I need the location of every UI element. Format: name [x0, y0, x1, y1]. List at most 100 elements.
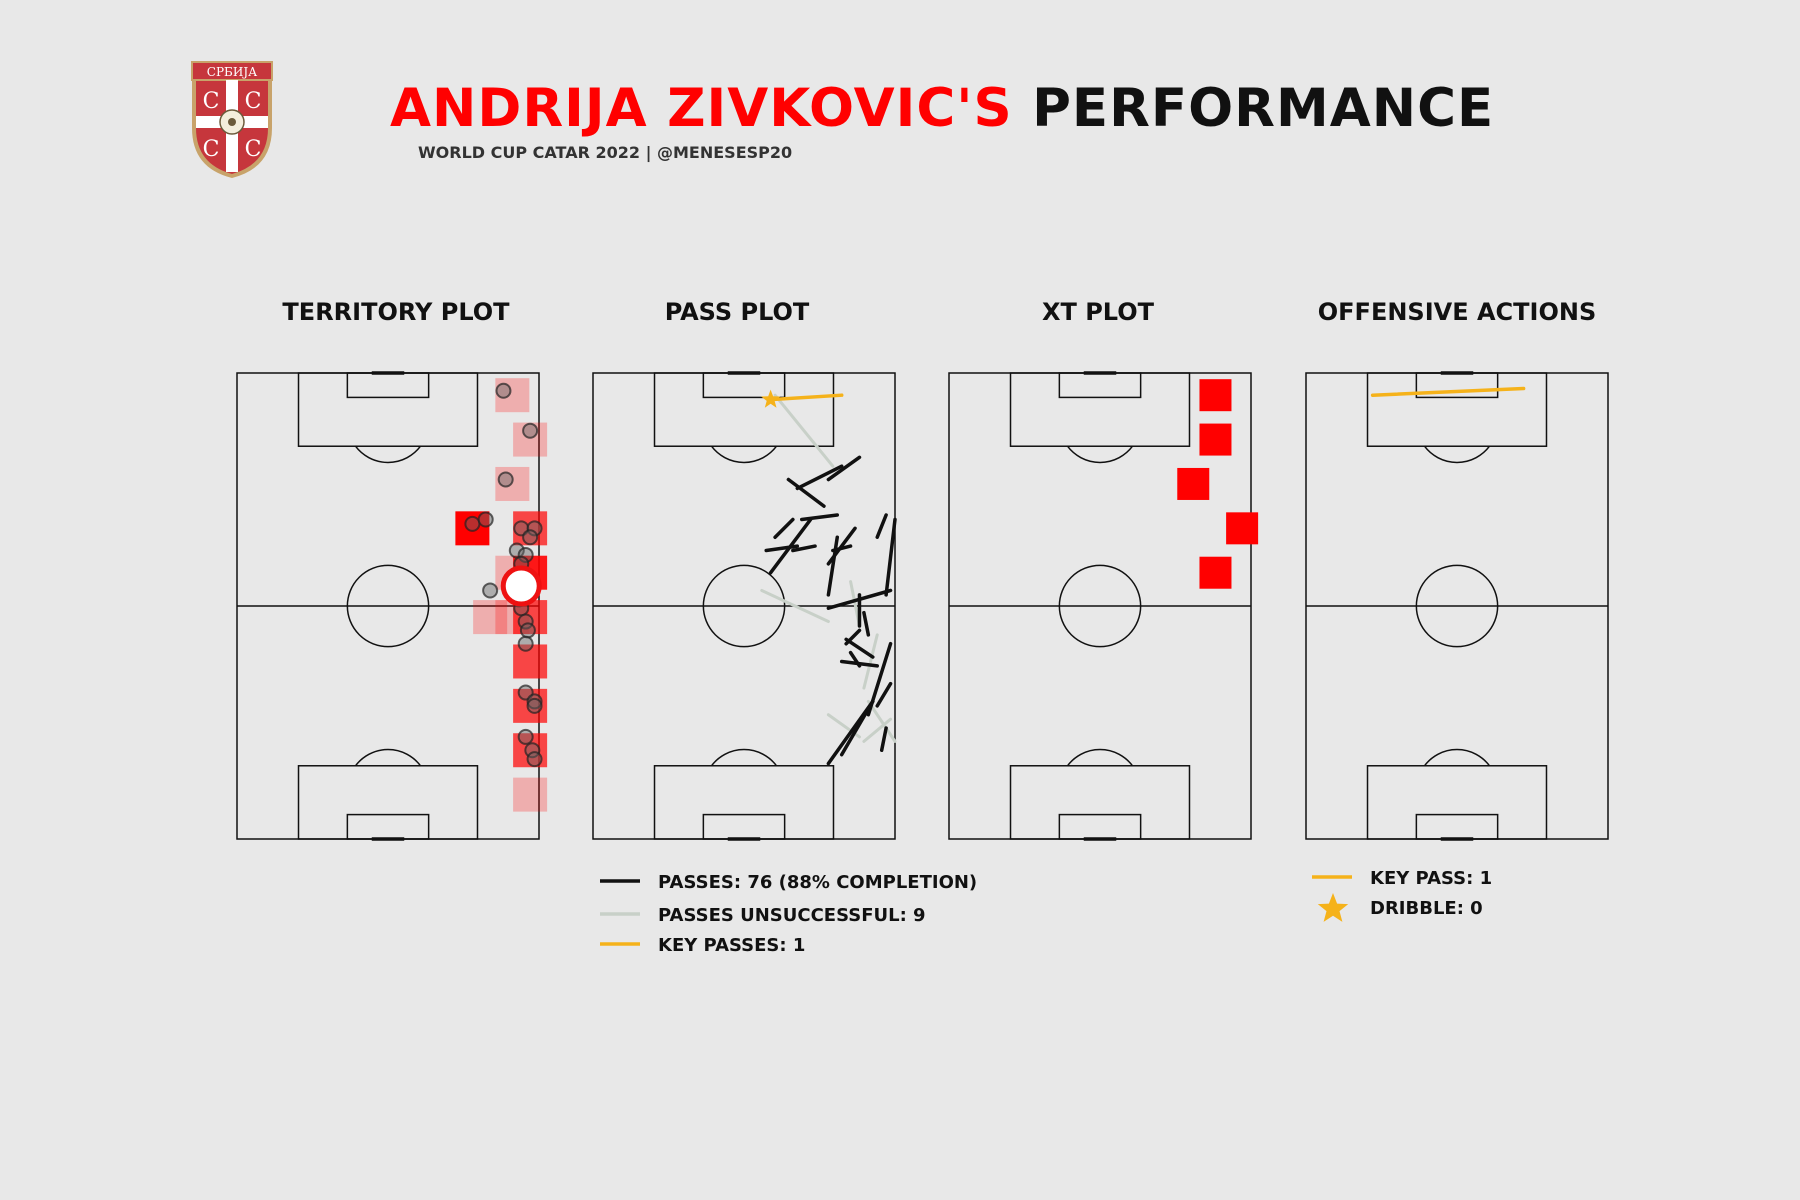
center-circle [702, 564, 786, 648]
completed-pass [773, 517, 795, 539]
penalty-box [1009, 372, 1191, 447]
svg-text:C: C [245, 137, 262, 162]
crest-lettering: СРБИЈА [207, 65, 257, 79]
completed-pass [862, 610, 871, 637]
six-yard-box [346, 372, 430, 399]
completed-pass [826, 535, 840, 597]
legend-key-pass: KEY PASS: 1 [1370, 868, 1492, 889]
page-title: ANDRIJA ZIVKOVIC'S PERFORMANCE [390, 82, 1494, 135]
key-pass-star-icon [761, 389, 781, 408]
penalty-arc [1066, 445, 1134, 464]
penalty-arc [1066, 748, 1134, 767]
xt-cell [1199, 379, 1232, 412]
completed-pass [795, 464, 844, 491]
legend-dribble: DRIBBLE: 0 [1370, 898, 1483, 919]
unsuccessful-pass [862, 633, 879, 690]
completed-pass [826, 455, 862, 482]
touch-point [526, 751, 543, 768]
svg-text:C: C [203, 137, 220, 162]
touch-point [522, 529, 539, 546]
touch-point [477, 511, 494, 528]
xt-cell [1226, 512, 1259, 545]
penalty-box [297, 765, 479, 840]
touch-point [517, 728, 534, 745]
touch-point [526, 693, 543, 710]
svg-text:C: C [203, 89, 220, 114]
six-yard-box [1415, 813, 1499, 840]
penalty-box [653, 765, 835, 840]
pass-plot-title: PASS PLOT [665, 298, 810, 326]
territory-pitch [236, 371, 548, 841]
offensive-pitch [1305, 371, 1609, 841]
xt-pitch [948, 371, 1259, 841]
unsuccessful-pass [866, 699, 897, 743]
territory-plot-title: TERRITORY PLOT [282, 298, 510, 326]
player-name: ANDRIJA ZIVKOVIC'S [390, 78, 1013, 139]
offensive-actions-title: OFFENSIVE ACTIONS [1318, 298, 1596, 326]
penalty-box [1366, 765, 1548, 840]
penalty-box [1009, 765, 1191, 840]
penalty-box [297, 372, 479, 447]
xt-cell [1199, 556, 1232, 589]
xt-plot-title: XT PLOT [1042, 298, 1155, 326]
xt-cell [1177, 467, 1210, 500]
penalty-arc [710, 748, 778, 767]
legend-key-passes: KEY PASSES: 1 [658, 935, 805, 956]
average-position-marker [500, 565, 542, 607]
completed-pass [884, 517, 897, 597]
touch-point [517, 546, 534, 563]
penalty-arc [354, 748, 422, 767]
completed-pass [839, 659, 879, 668]
offensive-legend: KEY PASS: 1 DRIBBLE: 0 [1312, 868, 1492, 922]
completed-pass [875, 681, 893, 708]
xt-cell [1199, 423, 1232, 456]
completed-pass [875, 513, 888, 539]
penalty-box [1366, 372, 1548, 447]
title-suffix: PERFORMANCE [1032, 78, 1495, 139]
six-yard-box [1058, 372, 1142, 399]
serbia-crest: СРБИЈА C C C C [191, 61, 273, 178]
touch-point [526, 697, 543, 714]
touch-point [464, 515, 481, 532]
heat-cell [513, 422, 548, 457]
completed-pass [786, 477, 826, 508]
center-circle [1415, 564, 1499, 648]
legend-dribble-star-icon [1317, 893, 1349, 922]
six-yard-box [1058, 813, 1142, 840]
pass-pitch [592, 371, 897, 841]
touch-point [482, 582, 499, 599]
completed-pass [826, 699, 875, 766]
six-yard-box [702, 813, 786, 840]
completed-pass [791, 544, 817, 553]
svg-text:C: C [245, 89, 262, 114]
touch-point [495, 382, 512, 399]
unsuccessful-pass [760, 588, 830, 624]
key-pass [1370, 386, 1526, 397]
touch-point [522, 422, 539, 439]
six-yard-box [346, 813, 430, 840]
touch-point [517, 635, 534, 652]
penalty-arc [354, 445, 422, 464]
page-subtitle: WORLD CUP CATAR 2022 | @MENESESP20 [418, 143, 793, 162]
completed-pass [768, 517, 813, 575]
penalty-arc [1423, 445, 1491, 464]
pass-legend: PASSES: 76 (88% COMPLETION) PASSES UNSUC… [600, 872, 977, 956]
center-circle [1058, 564, 1142, 648]
touch-point [497, 471, 514, 488]
completed-pass [799, 513, 840, 522]
key-pass [768, 393, 844, 402]
legend-unsuccessful: PASSES UNSUCCESSFUL: 9 [658, 905, 926, 926]
heat-cell [513, 777, 548, 812]
touch-point [519, 622, 536, 639]
heat-cell [473, 600, 508, 635]
penalty-arc [1423, 748, 1491, 767]
legend-passes: PASSES: 76 (88% COMPLETION) [658, 872, 977, 893]
touch-point [526, 520, 543, 537]
unsuccessful-pass [773, 393, 835, 468]
center-circle [346, 564, 430, 648]
penalty-arc [710, 445, 778, 464]
completed-pass [844, 637, 875, 659]
completed-pass [879, 726, 888, 752]
unsuccessful-pass [862, 717, 893, 743]
